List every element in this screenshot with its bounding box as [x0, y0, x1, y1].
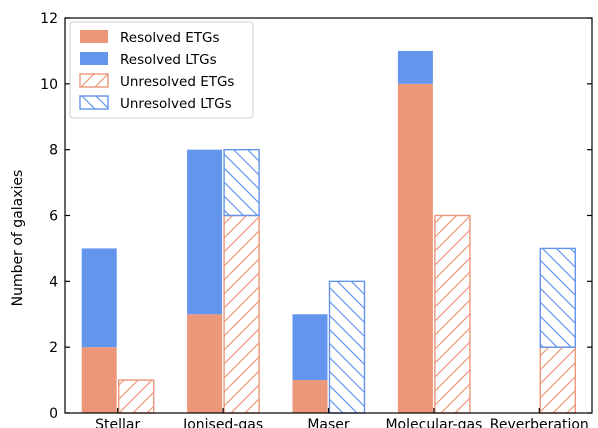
bar-resolved-ltgs-maser	[292, 314, 328, 381]
y-tick-label: 8	[49, 143, 58, 159]
legend-swatch-unresolved-ltgs	[79, 95, 109, 110]
bar-unresolved-ltgs-ionised-gas	[223, 148, 260, 217]
axes-layer: 0 2 4 6 8 10 12 Stellar Ionised-gas Maser Molecula…	[40, 11, 593, 428]
bar-unresolved-etgs-stellar	[117, 379, 155, 414]
bar-unresolved-etgs-molecular-gas	[434, 214, 471, 414]
y-tick-label: 2	[49, 340, 58, 356]
legend-label-resolved-etgs: Resolved ETGs	[120, 30, 220, 46]
bar-resolved-ltgs-stellar	[81, 248, 117, 348]
bar-resolved-ltgs-ionised-gas	[187, 149, 223, 315]
legend: Resolved ETGs Resolved LTGs Unresolved ETG…	[69, 21, 254, 119]
legend-swatch-resolved-etgs	[80, 30, 108, 43]
bar-unresolved-ltgs-maser	[328, 280, 366, 414]
y-tick-label: 6	[49, 209, 58, 225]
legend-swatch-resolved-ltgs	[80, 52, 108, 65]
bar-unresolved-etgs-ionised-gas	[223, 214, 260, 414]
y-tick-label: 10	[40, 77, 58, 93]
bar-unresolved-ltgs-reverberation	[539, 247, 576, 348]
bars-layer	[81, 50, 576, 414]
bar-resolved-ltgs-molecular-gas	[397, 50, 433, 84]
y-tick-label: 0	[49, 406, 58, 422]
bar-unresolved-etgs-reverberation	[539, 346, 576, 414]
legend-label-unresolved-ltgs: Unresolved LTGs	[120, 96, 232, 112]
legend-box	[69, 21, 254, 119]
x-tick-label-ionised-gas: Ionised-gas	[183, 417, 263, 428]
y-axis-title: Number of galaxies	[10, 170, 26, 307]
legend-label-resolved-ltgs: Resolved LTGs	[120, 52, 217, 68]
bar-resolved-etgs-ionised-gas	[187, 314, 223, 413]
y-tick-label: 4	[49, 274, 58, 290]
legend-swatch-unresolved-etgs	[79, 73, 109, 88]
bar-resolved-etgs-maser	[292, 380, 328, 413]
bar-resolved-etgs-molecular-gas	[397, 83, 433, 413]
y-tick-label: 12	[40, 11, 58, 27]
x-tick-label-reverberation: Reverberation	[490, 417, 589, 428]
legend-label-unresolved-etgs: Unresolved ETGs	[120, 74, 234, 90]
x-tick-label-maser: Maser	[307, 417, 350, 428]
bar-resolved-etgs-stellar	[81, 347, 117, 413]
x-tick-label-stellar: Stellar	[95, 417, 140, 428]
x-tick-label-molecular-gas: Molecular-gas	[385, 417, 482, 428]
